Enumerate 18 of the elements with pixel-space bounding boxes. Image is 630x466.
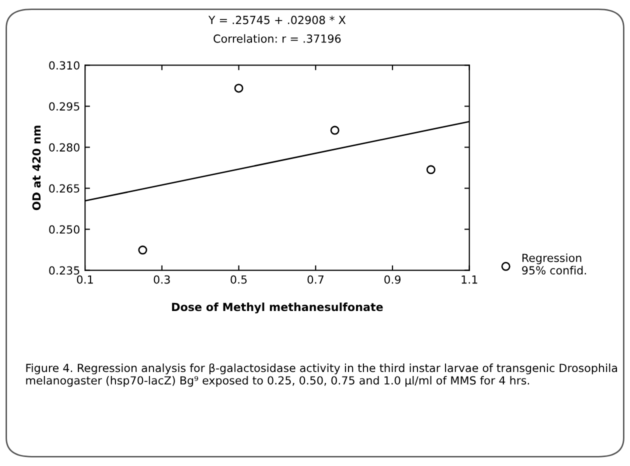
x-tick-label: 0.9 <box>384 275 401 284</box>
y-tick-label: 0.235 <box>49 266 80 275</box>
y-axis-title: OD at 420 nm <box>32 126 41 210</box>
x-tick-label: 0.5 <box>230 275 247 284</box>
legend-label: Regression 95% confid. <box>522 253 586 275</box>
x-axis-title: Dose of Methyl methanesulfonate <box>172 302 383 314</box>
x-tick-label: 0.1 <box>76 275 93 284</box>
y-tick-label: 0.295 <box>49 102 80 111</box>
chart-subtitle: Correlation: r = .37196 <box>214 34 341 43</box>
y-tick-label: 0.250 <box>49 225 80 234</box>
chart-title: Y = .25745 + .02908 * X <box>208 16 346 24</box>
caption: Figure 4. Regression analysis for β-galactosidase activity in the third instar larvae of transgenic Drosophila melanogaster (hsp70-lacZ) Bg⁹ exposed to 0.25, 0.50, 0.75 and 1.0 µl/ml of MMS for 4 hrs. <box>26 363 617 387</box>
x-tick-label: 0.7 <box>308 275 324 284</box>
x-tick-label: 1.1 <box>462 275 478 284</box>
y-tick-label: 0.265 <box>49 184 80 193</box>
y-tick-label: 0.310 <box>49 61 80 70</box>
x-tick-label: 0.3 <box>154 275 170 284</box>
y-tick-label: 0.280 <box>49 143 80 152</box>
